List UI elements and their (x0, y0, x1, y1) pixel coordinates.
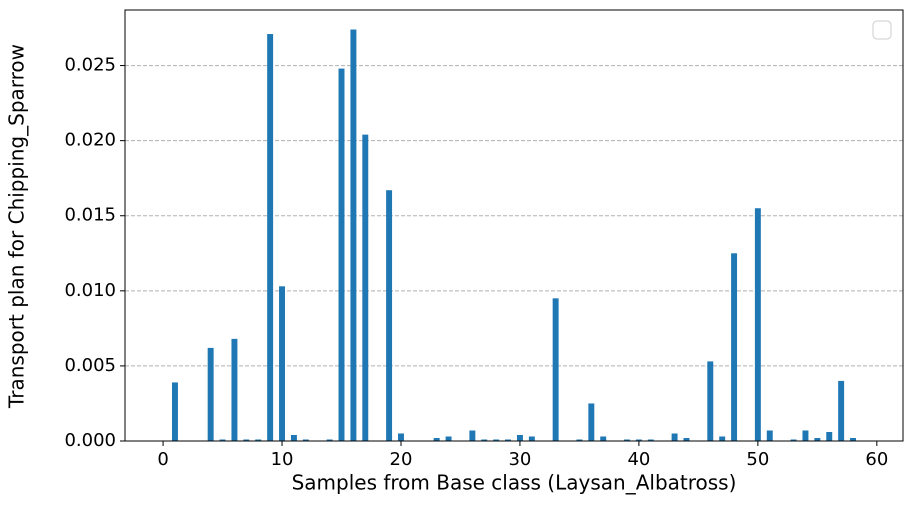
y-tick-label: 0.005 (64, 355, 116, 376)
bar (362, 134, 369, 441)
bar (552, 298, 559, 441)
y-tick-label: 0.020 (64, 130, 116, 151)
bar (290, 434, 297, 441)
y-tick-label: 0.015 (64, 205, 116, 226)
bar (624, 439, 630, 441)
bar (279, 286, 286, 441)
bar (790, 439, 797, 441)
bar (171, 382, 178, 441)
bar (802, 430, 809, 441)
bar (398, 433, 404, 441)
bar (850, 437, 857, 441)
bar (255, 439, 262, 441)
bar (207, 347, 214, 441)
bar (481, 439, 488, 441)
bar (814, 437, 821, 441)
bar (493, 439, 500, 441)
x-tick-label: 30 (508, 449, 531, 470)
bar (683, 437, 690, 441)
bar (302, 439, 309, 441)
bar (731, 253, 738, 441)
bar (231, 338, 238, 441)
bar (766, 430, 773, 441)
y-tick-label: 0.000 (64, 430, 116, 451)
x-tick-label: 20 (390, 449, 413, 470)
axes-frame (124, 9, 904, 442)
bar (433, 437, 440, 441)
x-tick-label: 60 (865, 449, 888, 470)
y-axis-title: Transport plan for Chipping_Sparrow (5, 44, 29, 409)
bar (635, 439, 642, 441)
bar (671, 433, 678, 441)
bar (588, 403, 595, 441)
bar (600, 436, 607, 441)
plot-area: 0.000 0.005 0.010 0.015 0.020 0.025 0 10 20 30 40 5… (64, 29, 903, 470)
bar (469, 430, 476, 441)
bar (267, 34, 274, 442)
bar (505, 439, 512, 441)
bar (576, 439, 583, 441)
bar (838, 380, 845, 441)
bar (707, 361, 714, 441)
bar (243, 439, 250, 441)
bar (350, 29, 357, 442)
bar (528, 436, 535, 441)
bar (826, 431, 833, 441)
y-tick-label: 0.025 (64, 55, 116, 76)
bar (386, 190, 393, 441)
bar (719, 436, 726, 441)
bar (219, 439, 226, 441)
bar (326, 439, 333, 441)
x-tick-label: 10 (271, 449, 294, 470)
legend (872, 20, 892, 40)
bar (754, 208, 761, 441)
bar (338, 68, 345, 442)
y-tick-label: 0.010 (64, 280, 116, 301)
x-tick-label: 50 (746, 449, 769, 470)
bar (516, 434, 523, 441)
bar (445, 436, 452, 441)
bar (647, 439, 654, 441)
x-tick-label: 40 (627, 449, 650, 470)
x-axis-title: Samples from Base class (Laysan_Albatros… (292, 471, 737, 495)
x-tick-label: 0 (157, 449, 168, 470)
